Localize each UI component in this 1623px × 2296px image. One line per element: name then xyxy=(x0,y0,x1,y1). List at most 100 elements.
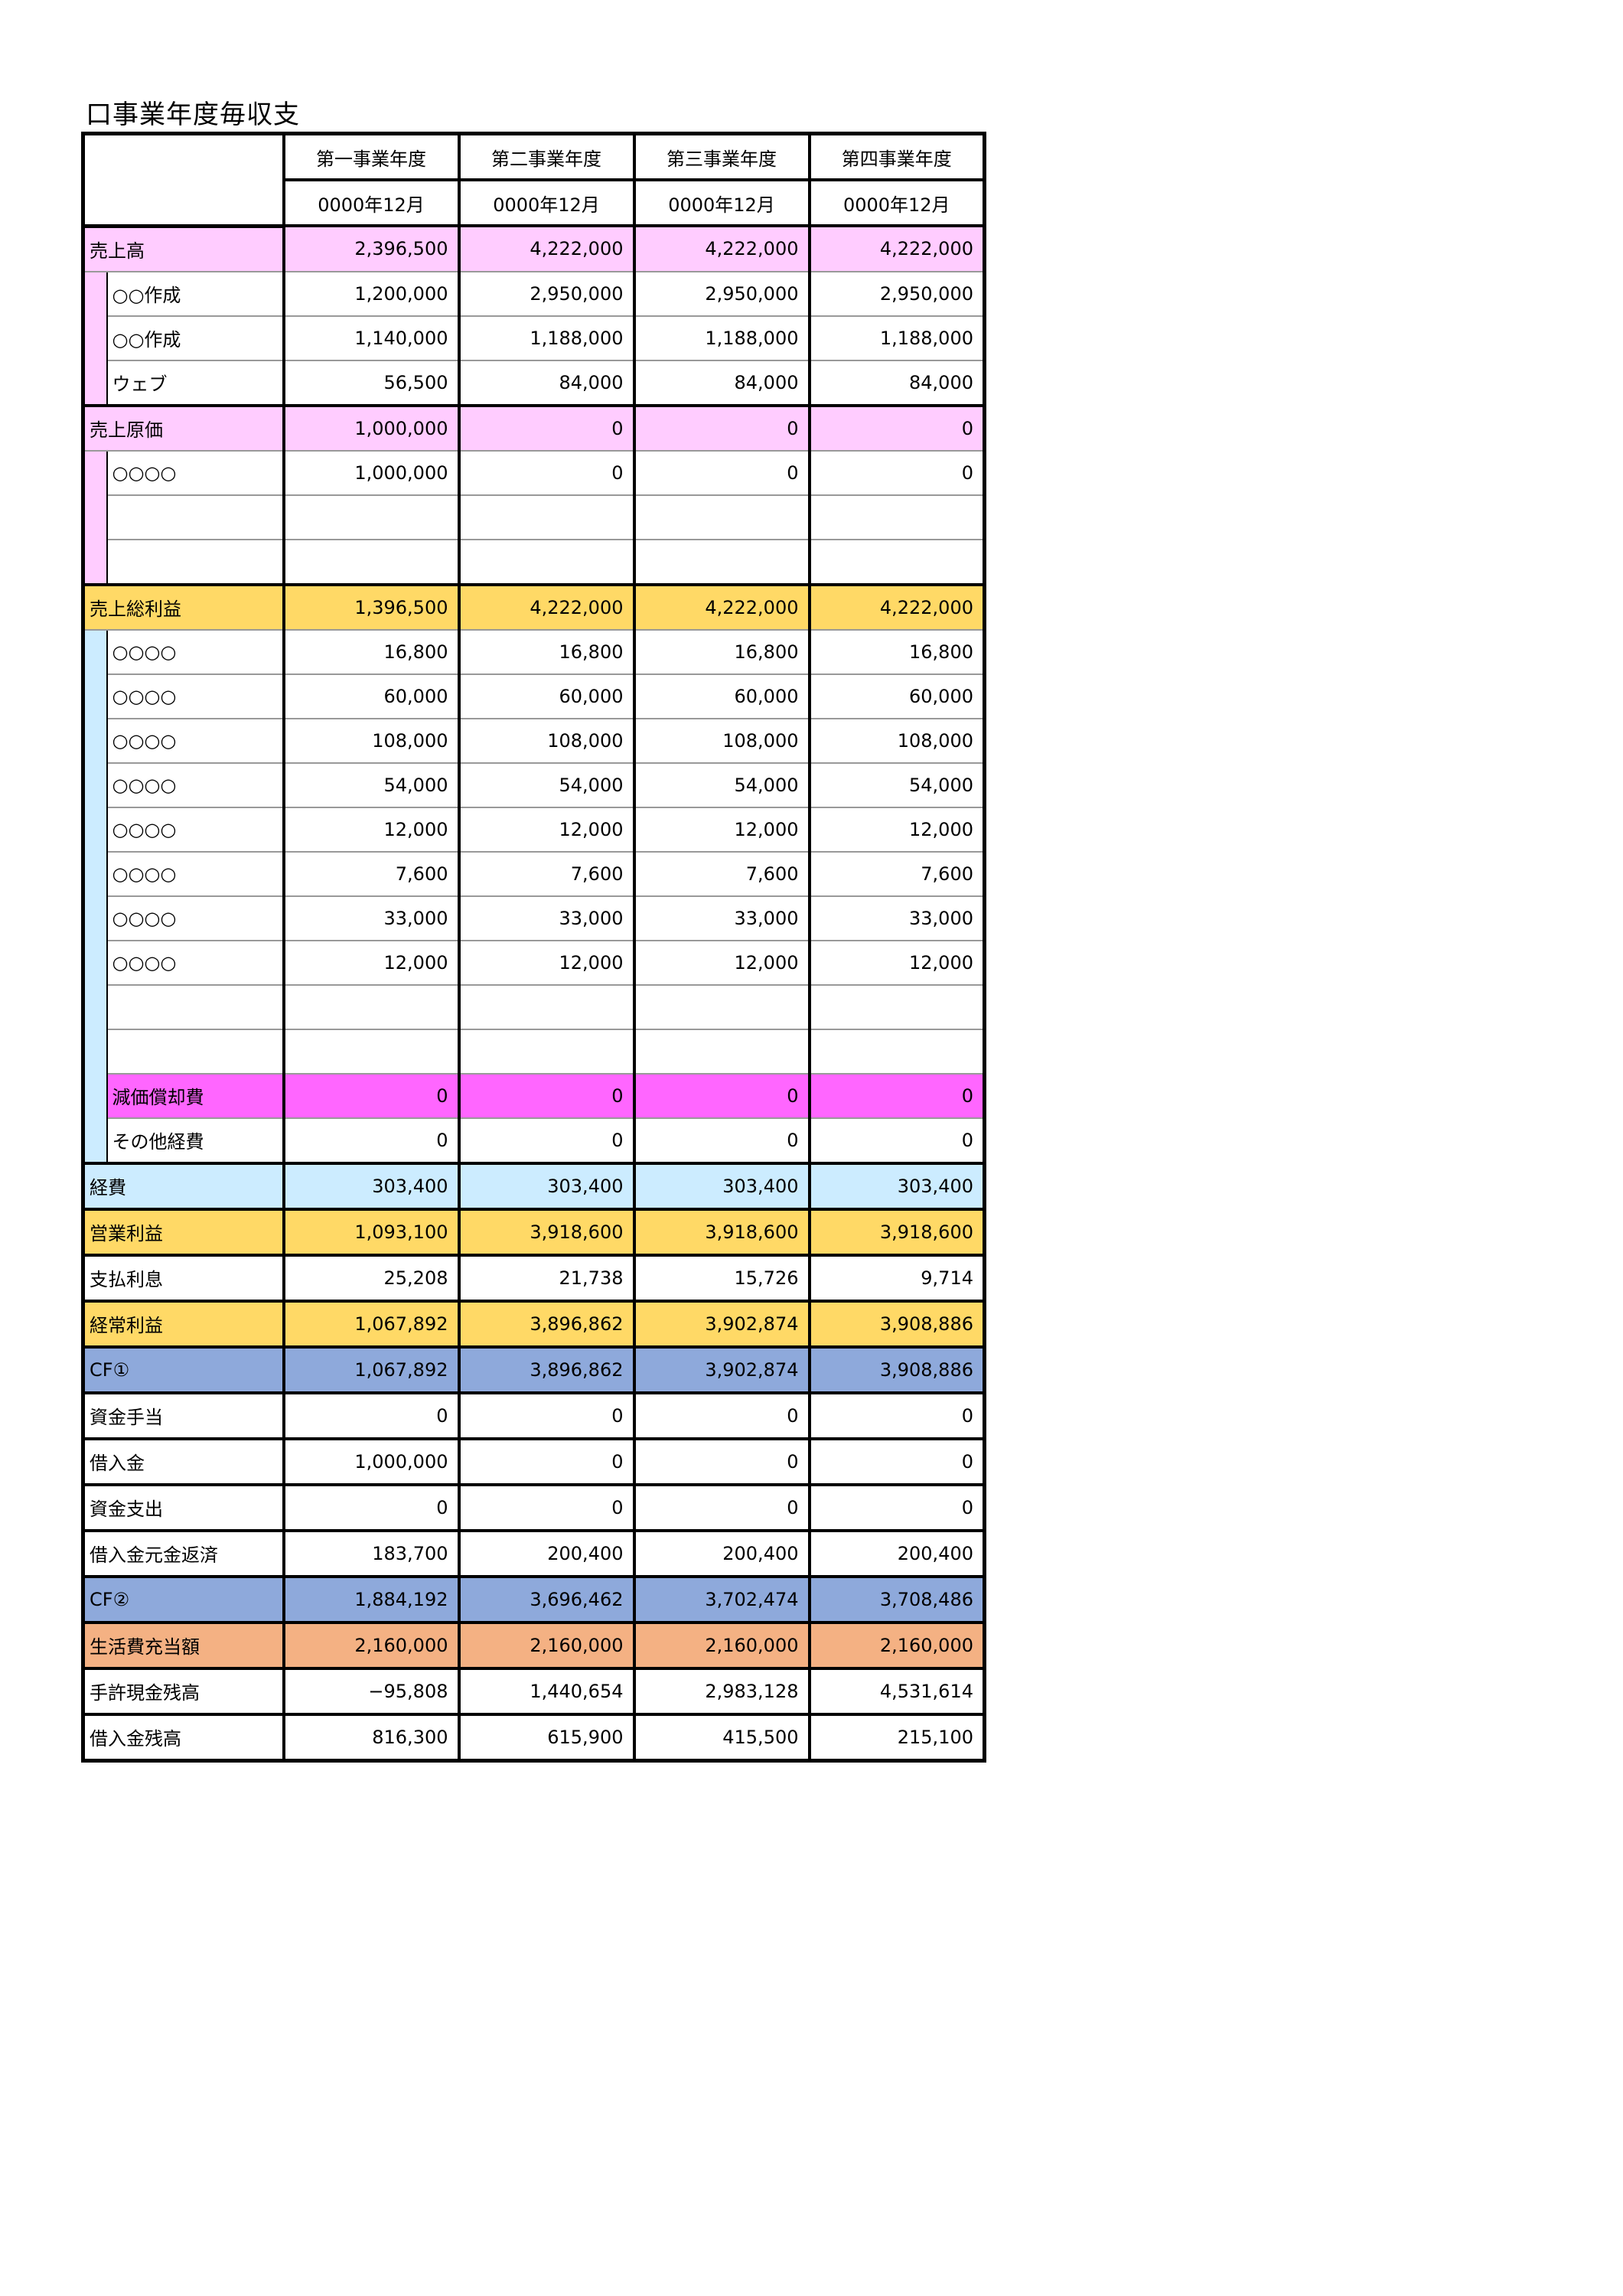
value-cell: 84,000 xyxy=(807,359,986,406)
row-sublabel: ○○○○ xyxy=(106,673,285,719)
group-indent xyxy=(81,315,108,360)
table-row: 借入金元金返済 183,700 200,400 200,400 200,400 xyxy=(81,1528,986,1577)
group-indent xyxy=(81,1029,108,1074)
value-cell: 12,000 xyxy=(632,939,811,986)
value-cell: 33,000 xyxy=(457,895,636,941)
value-cell: 1,188,000 xyxy=(807,315,986,361)
value-cell: 0 xyxy=(807,403,986,452)
page-title: 口事業年度毎収支 xyxy=(86,99,300,130)
value-cell: 2,160,000 xyxy=(457,1620,636,1669)
group-indent xyxy=(81,450,108,495)
value-cell: 0 xyxy=(282,1117,461,1164)
value-cell: 7,600 xyxy=(282,850,461,897)
value-cell: 0 xyxy=(807,1072,986,1119)
value-cell: 16,800 xyxy=(807,628,986,675)
value-cell: 2,983,128 xyxy=(632,1666,811,1715)
value-cell: 0 xyxy=(632,403,811,452)
group-indent xyxy=(81,984,108,1029)
value-cell: 1,140,000 xyxy=(282,315,461,361)
value-cell: 0 xyxy=(807,1117,986,1164)
row-label: 生活費充当額 xyxy=(81,1620,285,1669)
value-cell: 12,000 xyxy=(632,806,811,853)
row-label: 資金支出 xyxy=(81,1482,285,1531)
value-cell: 7,600 xyxy=(457,850,636,897)
value-cell: 84,000 xyxy=(457,359,636,406)
header-date: 0000年12月 xyxy=(282,178,461,227)
value-cell: 108,000 xyxy=(282,717,461,764)
value-cell: 0 xyxy=(457,1437,636,1486)
row-sublabel: ウェブ xyxy=(106,359,285,406)
value-cell xyxy=(457,1028,636,1075)
value-cell: 60,000 xyxy=(457,673,636,719)
value-cell: 54,000 xyxy=(807,762,986,808)
value-cell xyxy=(632,983,811,1030)
row-label: 借入金 xyxy=(81,1437,285,1486)
value-cell: 56,500 xyxy=(282,359,461,406)
group-indent xyxy=(81,940,108,985)
value-cell: 4,222,000 xyxy=(632,582,811,631)
value-cell: 0 xyxy=(457,1072,636,1119)
value-cell: 12,000 xyxy=(807,939,986,986)
value-cell: 3,896,862 xyxy=(457,1299,636,1348)
value-cell: 4,531,614 xyxy=(807,1666,986,1715)
table-row xyxy=(81,1028,986,1075)
table-row: その他経費 0 0 0 0 xyxy=(81,1117,986,1164)
value-cell: 108,000 xyxy=(632,717,811,764)
row-sublabel: ○○○○ xyxy=(106,850,285,897)
value-cell: 12,000 xyxy=(282,806,461,853)
value-cell: 303,400 xyxy=(457,1161,636,1210)
table-row: 借入金残高 816,300 615,900 415,500 215,100 xyxy=(81,1712,986,1761)
header-period: 第一事業年度 xyxy=(282,132,461,181)
value-cell: 2,160,000 xyxy=(282,1620,461,1669)
value-cell: 3,918,600 xyxy=(457,1207,636,1256)
value-cell: 60,000 xyxy=(282,673,461,719)
value-cell xyxy=(457,494,636,540)
value-cell: 4,222,000 xyxy=(807,582,986,631)
row-label: 営業利益 xyxy=(81,1207,285,1256)
value-cell: 2,950,000 xyxy=(632,270,811,317)
value-cell: 1,884,192 xyxy=(282,1574,461,1623)
row-label: 借入金残高 xyxy=(81,1712,285,1761)
table-row xyxy=(81,494,986,540)
group-indent xyxy=(81,673,108,719)
value-cell: 4,222,000 xyxy=(457,224,636,272)
row-label: CF① xyxy=(81,1345,285,1394)
value-cell: 16,800 xyxy=(282,628,461,675)
value-cell: 1,188,000 xyxy=(457,315,636,361)
table-row: ○○○○ 7,600 7,600 7,600 7,600 xyxy=(81,850,986,897)
value-cell: 4,222,000 xyxy=(807,224,986,272)
header-date: 0000年12月 xyxy=(457,178,636,227)
value-cell: 3,702,474 xyxy=(632,1574,811,1623)
value-cell: 1,440,654 xyxy=(457,1666,636,1715)
header-date: 0000年12月 xyxy=(807,178,986,227)
table-row: 資金手当 0 0 0 0 xyxy=(81,1391,986,1440)
table-row: ○○○○ 60,000 60,000 60,000 60,000 xyxy=(81,673,986,719)
value-cell: 0 xyxy=(632,1482,811,1531)
value-cell: 33,000 xyxy=(632,895,811,941)
table-row: ○○作成 1,200,000 2,950,000 2,950,000 2,950,000 xyxy=(81,270,986,317)
table-row: 経費 303,400 303,400 303,400 303,400 xyxy=(81,1161,986,1210)
value-cell: 108,000 xyxy=(807,717,986,764)
value-cell xyxy=(457,538,636,585)
value-cell: 0 xyxy=(457,403,636,452)
group-indent xyxy=(81,895,108,941)
value-cell: 12,000 xyxy=(807,806,986,853)
value-cell xyxy=(282,494,461,540)
value-cell: 303,400 xyxy=(632,1161,811,1210)
value-cell: 9,714 xyxy=(807,1253,986,1302)
row-label: 借入金元金返済 xyxy=(81,1528,285,1577)
value-cell xyxy=(807,538,986,585)
table-row: CF② 1,884,192 3,696,462 3,702,474 3,708,486 xyxy=(81,1574,986,1623)
row-label: 経常利益 xyxy=(81,1299,285,1348)
header-corner xyxy=(81,132,285,228)
value-cell: 84,000 xyxy=(632,359,811,406)
row-sublabel: ○○○○ xyxy=(106,449,285,496)
value-cell xyxy=(807,983,986,1030)
value-cell: 12,000 xyxy=(282,939,461,986)
row-sublabel xyxy=(106,494,285,540)
row-sublabel: ○○○○ xyxy=(106,717,285,764)
value-cell: 0 xyxy=(457,449,636,496)
header-period: 第四事業年度 xyxy=(807,132,986,181)
table-row: 売上原価 1,000,000 0 0 0 xyxy=(81,403,986,452)
value-cell xyxy=(282,538,461,585)
